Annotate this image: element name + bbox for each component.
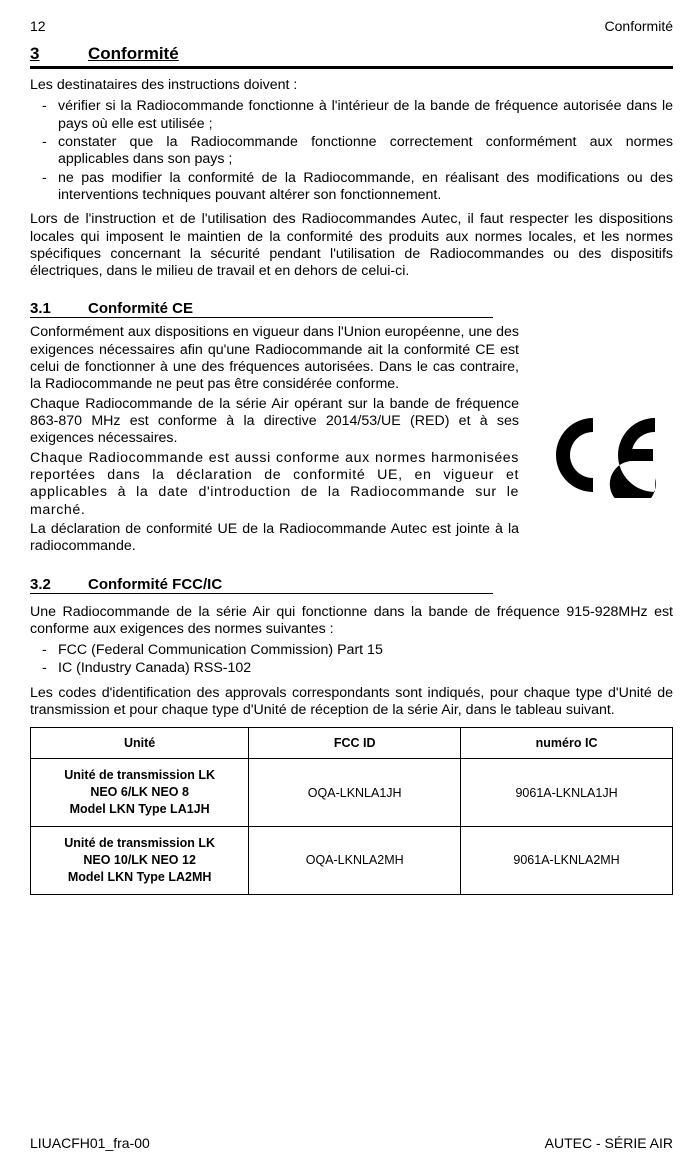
list-item: vérifier si la Radiocommande fonctionne … (30, 98, 673, 133)
fcc-cell: OQA-LKNLA2MH (249, 827, 461, 895)
table-row: Unité de transmission LK NEO 6/LK NEO 8 … (31, 759, 673, 827)
heading-title: Conformité FCC/IC (88, 576, 222, 593)
list-item: FCC (Federal Communication Commission) P… (30, 642, 673, 659)
fcc-after-paragraph: Les codes d'identification des approvals… (30, 685, 673, 720)
unit-line: Unité de transmission LK (64, 836, 215, 850)
page-header: 12 Conformité (30, 18, 673, 34)
paragraph: Conformément aux dispositions en vigueur… (30, 324, 519, 393)
table-header-row: Unité FCC ID numéro IC (31, 728, 673, 759)
list-item: constater que la Radiocommande fonctionn… (30, 134, 673, 169)
intro-list: vérifier si la Radiocommande fonctionne … (30, 98, 673, 205)
ce-mark-icon (543, 412, 663, 498)
page: 12 Conformité 3 Conformité Les destinata… (0, 0, 699, 1165)
table-header: numéro IC (461, 728, 673, 759)
unit-line: NEO 6/LK NEO 8 (90, 785, 189, 799)
ic-cell: 9061A-LKNLA2MH (461, 827, 673, 895)
unit-line: Model LKN Type LA2MH (68, 870, 212, 884)
heading-number: 3.2 (30, 576, 88, 593)
ce-mark (533, 322, 673, 498)
heading-title: Conformité CE (88, 300, 193, 317)
paragraph: Chaque Radiocommande est aussi conforme … (30, 450, 519, 519)
ic-cell: 9061A-LKNLA1JH (461, 759, 673, 827)
intro-paragraph: Lors de l'instruction et de l'utilisatio… (30, 211, 673, 280)
page-number: 12 (30, 18, 46, 34)
unit-line: Model LKN Type LA1JH (70, 802, 210, 816)
heading-1-number: 3 (30, 44, 88, 64)
footer-left: LIUACFH01_fra-00 (30, 1135, 150, 1151)
ce-text-column: Conformément aux dispositions en vigueur… (30, 322, 519, 557)
list-item: IC (Industry Canada) RSS-102 (30, 660, 673, 677)
paragraph: La déclaration de conformité UE de la Ra… (30, 521, 519, 556)
unit-cell: Unité de transmission LK NEO 10/LK NEO 1… (31, 827, 249, 895)
heading-1-title: Conformité (88, 44, 179, 64)
heading-3-2: 3.2 Conformité FCC/IC (30, 576, 493, 594)
table-header: FCC ID (249, 728, 461, 759)
table-header: Unité (31, 728, 249, 759)
header-section: Conformité (605, 18, 673, 34)
unit-line: NEO 10/LK NEO 12 (83, 853, 196, 867)
heading-number: 3.1 (30, 300, 88, 317)
fcc-list: FCC (Federal Communication Commission) P… (30, 642, 673, 679)
heading-3-1: 3.1 Conformité CE (30, 300, 493, 318)
unit-line: Unité de transmission LK (64, 768, 215, 782)
intro-lead: Les destinataires des instructions doive… (30, 77, 673, 94)
list-item: ne pas modifier la conformité de la Radi… (30, 170, 673, 205)
fcc-lead: Une Radiocommande de la série Air qui fo… (30, 604, 673, 639)
footer-right: AUTEC - SÉRIE AIR (545, 1135, 673, 1151)
ce-section: Conformément aux dispositions en vigueur… (30, 322, 673, 557)
heading-1: 3 Conformité (30, 44, 673, 69)
table-row: Unité de transmission LK NEO 10/LK NEO 1… (31, 827, 673, 895)
id-table: Unité FCC ID numéro IC Unité de transmis… (30, 727, 673, 894)
unit-cell: Unité de transmission LK NEO 6/LK NEO 8 … (31, 759, 249, 827)
page-footer: LIUACFH01_fra-00 AUTEC - SÉRIE AIR (30, 1105, 673, 1151)
fcc-cell: OQA-LKNLA1JH (249, 759, 461, 827)
paragraph: Chaque Radiocommande de la série Air opé… (30, 396, 519, 448)
